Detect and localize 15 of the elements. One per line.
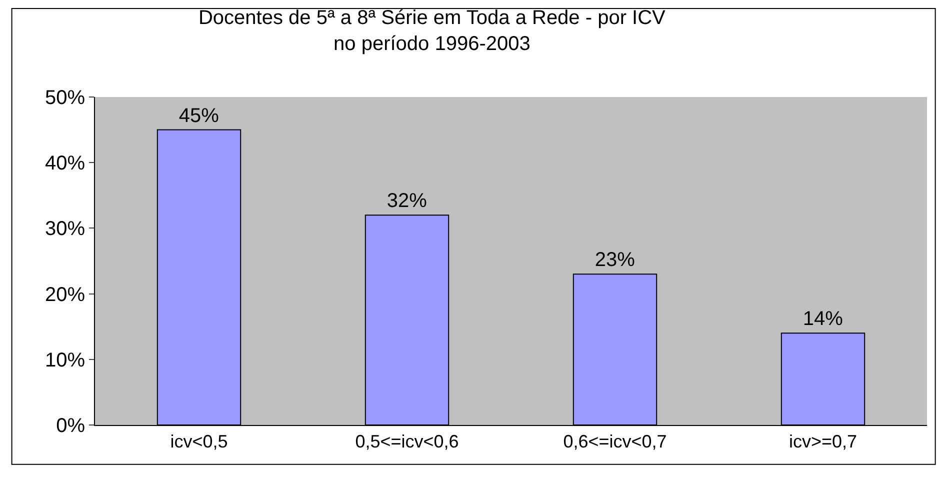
data-label: 23% [594,249,636,272]
chart-title: Docentes de 5ª a 8ª Série em Toda a Rede - por ICV no período 1996-2003 [198,7,666,55]
x-tick-label: 0,5<=icv<0,6 [355,432,459,452]
data-label: 14% [802,308,844,330]
y-tick-label: 0% [56,415,86,437]
x-tick-label: icv<0,5 [170,432,228,452]
x-tick-label: icv>=0,7 [788,432,858,452]
y-tick-label: 10% [44,349,86,372]
data-label: 45% [178,104,220,127]
y-tick-label: 30% [44,218,86,240]
y-tick-label: 40% [44,152,86,175]
y-tick-label: 50% [44,87,86,109]
y-tick-label: 20% [44,284,86,306]
data-label: 32% [386,190,428,212]
x-tick-label: 0,6<=icv<0,7 [563,432,667,452]
